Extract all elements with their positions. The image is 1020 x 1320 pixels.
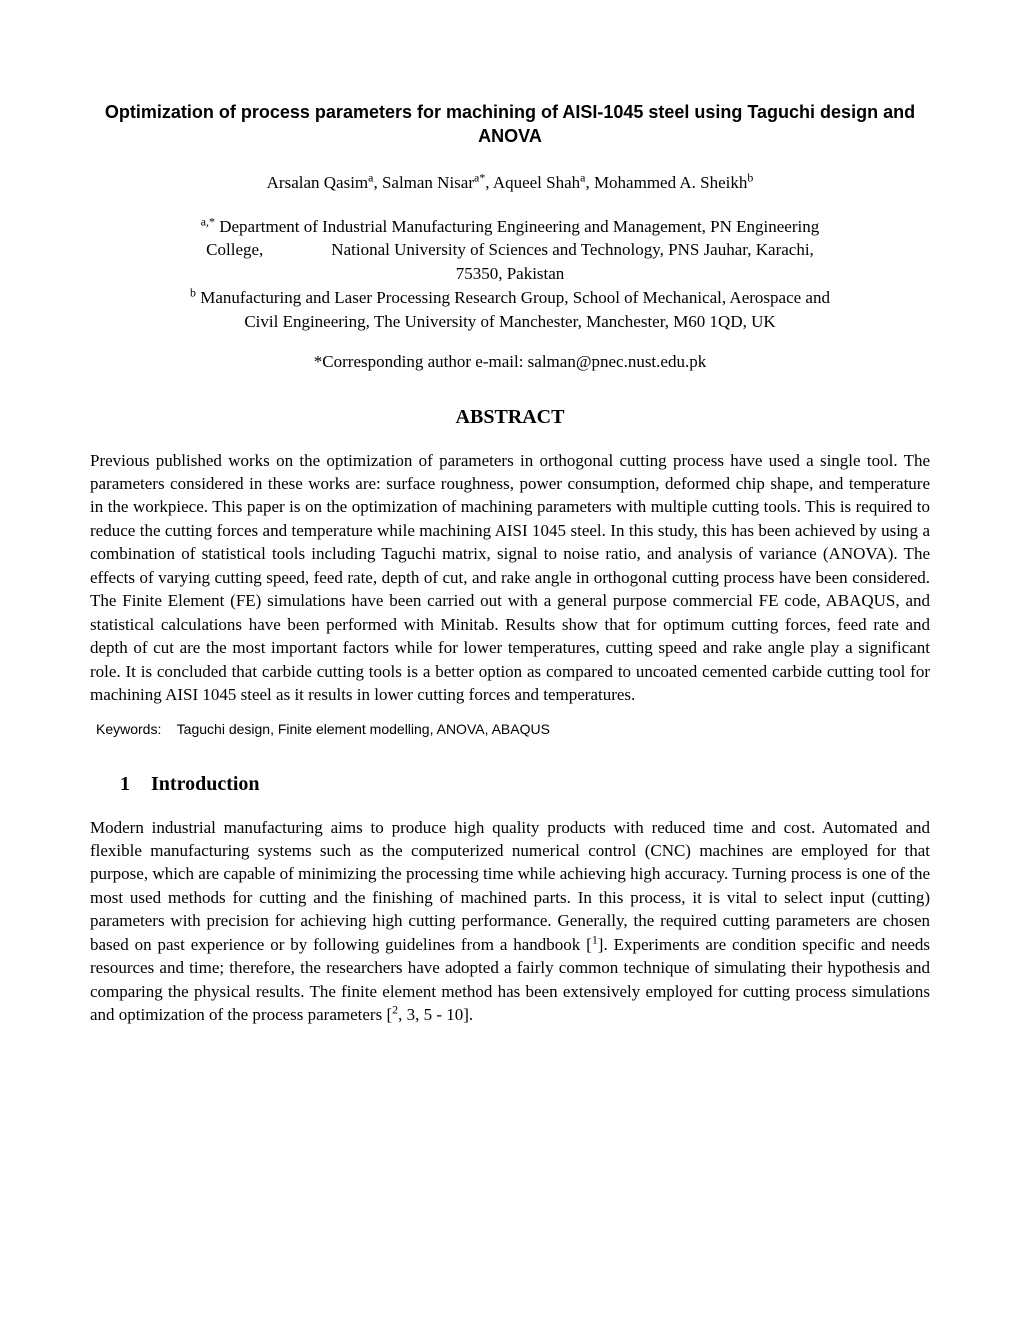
author-name: Arsalan Qasim — [267, 173, 369, 192]
abstract-heading: ABSTRACT — [90, 406, 930, 429]
sep: , — [373, 173, 382, 192]
section-number: 1 — [120, 773, 130, 795]
author-name: Mohammed A. Sheikh — [594, 173, 747, 192]
affiliation-line: Civil Engineering, The University of Man… — [90, 310, 930, 334]
affiliation-line: a,* Department of Industrial Manufacturi… — [90, 215, 930, 239]
body-text-run: , 3, 5 - 10]. — [398, 1005, 473, 1024]
affiliation-line: 75350, Pakistan — [90, 262, 930, 286]
affiliation-sup: a,* — [201, 214, 215, 228]
authors-line: Arsalan Qasima, Salman Nisara*, Aqueel S… — [90, 173, 930, 193]
section-title: Introduction — [151, 773, 260, 795]
sep: , — [585, 173, 594, 192]
affiliations: a,* Department of Industrial Manufacturi… — [90, 215, 930, 334]
sep: , — [485, 173, 493, 192]
body-text-run: Modern industrial manufacturing aims to … — [90, 818, 930, 954]
keywords-text: Taguchi design, Finite element modelling… — [177, 721, 550, 737]
author-sup: a* — [474, 170, 485, 184]
affiliation-line: b Manufacturing and Laser Processing Res… — [90, 286, 930, 310]
abstract-body: Previous published works on the optimiza… — [90, 449, 930, 707]
author-sup: b — [747, 170, 753, 184]
sep — [165, 721, 173, 737]
introduction-paragraph: Modern industrial manufacturing aims to … — [90, 816, 930, 1027]
affiliation-text: Manufacturing and Laser Processing Resea… — [200, 288, 830, 307]
author-name: Salman Nisar — [382, 173, 474, 192]
paper-title: Optimization of process parameters for m… — [90, 100, 930, 149]
keywords-line: Keywords: Taguchi design, Finite element… — [90, 721, 930, 737]
section-heading-introduction: 1 Introduction — [90, 773, 930, 796]
keywords-label: Keywords: — [96, 721, 161, 737]
corresponding-author: *Corresponding author e-mail: salman@pne… — [90, 352, 930, 372]
author-name: Aqueel Shah — [493, 173, 580, 192]
affiliation-text: Department of Industrial Manufacturing E… — [219, 217, 819, 236]
affiliation-line: College, National University of Sciences… — [90, 238, 930, 262]
